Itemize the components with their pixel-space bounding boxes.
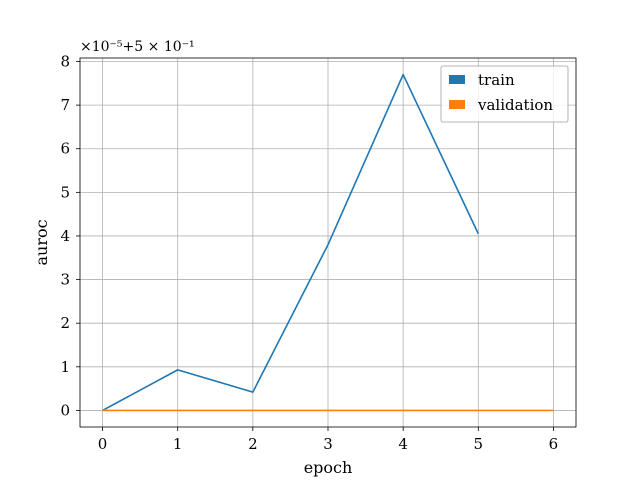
y-tick-label: 4 bbox=[60, 227, 70, 245]
y-tick-label: 5 bbox=[60, 183, 70, 201]
x-tick-label: 5 bbox=[474, 435, 484, 453]
y-axis-label: auroc bbox=[32, 219, 51, 265]
y-tick-label: 7 bbox=[60, 96, 70, 114]
x-tick-label: 4 bbox=[398, 435, 408, 453]
x-tick-label: 3 bbox=[323, 435, 333, 453]
legend-label-train: train bbox=[478, 71, 515, 89]
legend-label-validation: validation bbox=[477, 96, 553, 114]
series-line-train bbox=[102, 73, 480, 412]
x-tick-label: 2 bbox=[248, 435, 258, 453]
y-tick-label: 6 bbox=[60, 140, 70, 158]
y-axis-offset-label: ×10⁻⁵+5 × 10⁻¹ bbox=[80, 39, 195, 55]
legend-swatch-validation bbox=[449, 100, 465, 109]
y-tick-label: 3 bbox=[60, 271, 70, 289]
legend: train validation bbox=[440, 65, 569, 123]
y-tick-label: 2 bbox=[60, 314, 70, 332]
y-tick-label: 1 bbox=[60, 358, 70, 376]
legend-box bbox=[440, 65, 569, 123]
x-tick-label: 6 bbox=[549, 435, 559, 453]
y-tick-label: 8 bbox=[60, 52, 70, 70]
y-tick-label: 0 bbox=[60, 401, 70, 419]
legend-swatch-train bbox=[449, 75, 465, 84]
x-tick-label: 1 bbox=[173, 435, 183, 453]
axis-ticks: 0 1 2 3 4 5 6 0 1 2 3 4 5 6 7 8 bbox=[60, 52, 558, 453]
x-tick-label: 0 bbox=[98, 435, 108, 453]
x-axis-label: epoch bbox=[304, 458, 353, 477]
series-lines bbox=[102, 73, 554, 412]
